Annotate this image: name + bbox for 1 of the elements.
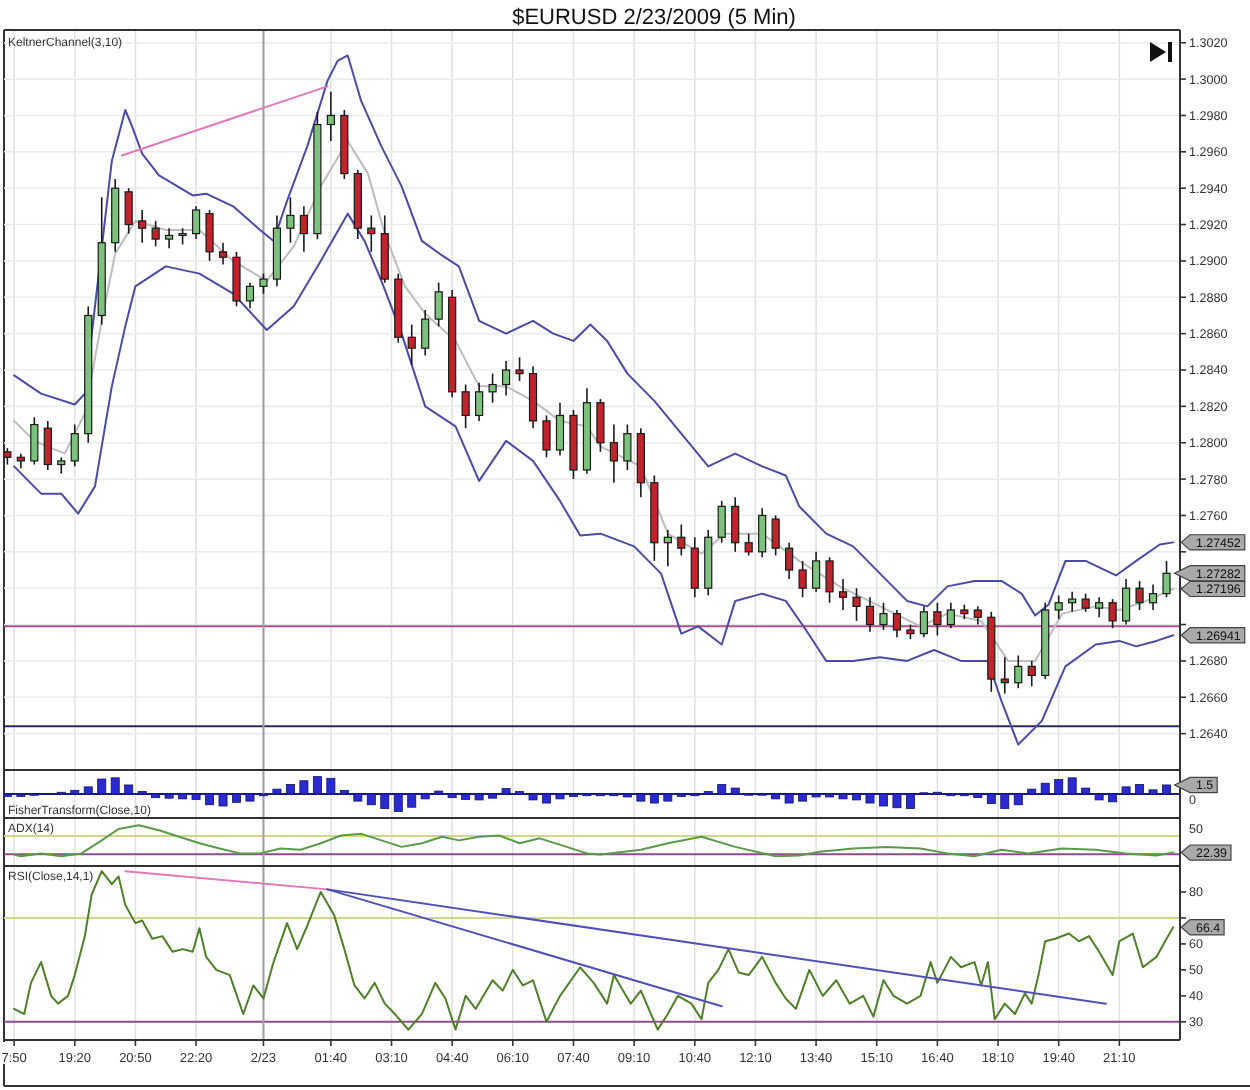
chart-title: $EURUSD 2/23/2009 (5 Min) (512, 6, 796, 30)
